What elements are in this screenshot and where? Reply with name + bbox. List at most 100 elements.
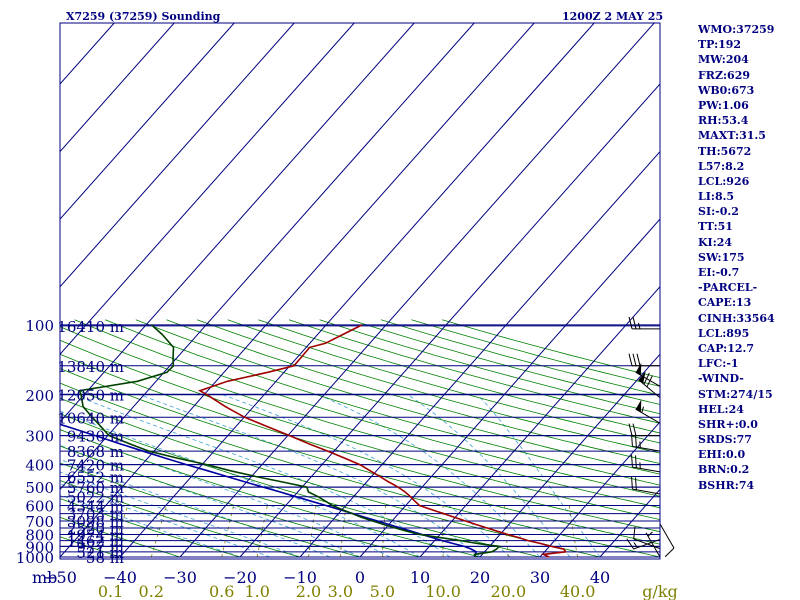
wind-barb xyxy=(631,454,661,473)
wind-barb xyxy=(633,526,661,550)
height-label: 1462 m xyxy=(67,533,124,551)
height-label: 6552 m xyxy=(67,469,124,487)
height-label: 3098 m xyxy=(67,513,124,531)
temperature-tick-label: −40 xyxy=(103,568,137,587)
isotherm-line xyxy=(60,23,415,423)
wind-barb xyxy=(631,476,661,495)
height-label: 7420 m xyxy=(67,457,124,475)
wind-barb-full xyxy=(643,372,650,385)
dry-adiabat-line xyxy=(135,319,660,475)
pressure-label: 200 xyxy=(25,387,54,405)
isotherm-line xyxy=(60,23,355,356)
sounding-index-item: CAPE:13 xyxy=(698,296,752,310)
chart-timestamp: 1200Z 2 MAY 25 xyxy=(562,10,663,23)
isotherm-line xyxy=(359,218,660,558)
isotherms xyxy=(0,23,660,558)
height-label: 4344 m xyxy=(67,498,124,516)
pressure-label: 400 xyxy=(25,457,54,475)
wind-barb-full xyxy=(632,423,637,436)
sounding-index-item: LFC:-1 xyxy=(698,357,739,371)
sounding-index-item: LI:8.5 xyxy=(698,190,735,204)
pressure-axis-title: mb xyxy=(32,568,57,587)
mixing-ratio-label: 0.1 xyxy=(98,582,123,600)
sounding-index-item: BRN:0.2 xyxy=(698,463,750,477)
wind-barb-full xyxy=(628,353,633,366)
sounding-index-item: SRDS:77 xyxy=(698,433,752,447)
wind-barb xyxy=(638,371,661,399)
isotherm-line xyxy=(479,353,660,558)
pressure-label: 100 xyxy=(25,317,54,335)
isotherm-line xyxy=(60,23,175,153)
isotherm-line xyxy=(239,83,660,558)
wind-barb-full xyxy=(628,316,633,329)
wind-barb-full xyxy=(631,454,633,468)
sounding-index-item: HEL:24 xyxy=(698,402,744,416)
wind-barb xyxy=(645,531,661,558)
wind-barb xyxy=(628,316,660,330)
isotherm-line xyxy=(419,285,660,558)
wind-barb xyxy=(628,423,660,437)
pressure-label: 700 xyxy=(25,513,54,531)
isotherm-line xyxy=(539,421,660,558)
isotherm-line xyxy=(0,23,54,557)
dry-adiabat-line xyxy=(166,319,660,464)
wind-barb-flag xyxy=(638,371,646,384)
height-label: 9430 m xyxy=(67,428,124,446)
height-label: 5022 m xyxy=(67,489,124,507)
mixing-ratio-label: 2.0 xyxy=(296,582,321,600)
wind-barb-half xyxy=(633,542,638,548)
height-label: 13840 m xyxy=(57,358,124,376)
dry-adiabat-line xyxy=(105,319,660,486)
sounding-index-item: -WIND- xyxy=(698,372,744,386)
wind-barb-staff xyxy=(659,523,675,549)
temperature-tick-label: 10 xyxy=(410,568,430,587)
wind-barb-staff xyxy=(632,466,661,473)
sounding-index-item: MW:204 xyxy=(698,53,749,67)
wind-barb-staff xyxy=(633,538,661,550)
mixing-ratio-label: 10.0 xyxy=(425,582,461,600)
mixing-ratio-label: 5.0 xyxy=(370,582,395,600)
wind-barb-full xyxy=(626,538,635,550)
wind-barb-half xyxy=(641,406,644,413)
dry-adiabat-line xyxy=(227,319,660,444)
temperature-tick-label: −30 xyxy=(163,568,197,587)
isotherm-line xyxy=(179,23,655,558)
parcel-trace-line xyxy=(60,423,478,558)
sounding-index-item: TP:192 xyxy=(698,38,742,52)
height-label: 12050 m xyxy=(57,386,124,404)
plot-frame xyxy=(59,22,661,560)
pressure-label: 800 xyxy=(25,527,54,545)
temperature-profile-line xyxy=(197,324,567,558)
sounding-index-item: LCL:895 xyxy=(698,326,750,340)
sounding-index-item: CAP:12.7 xyxy=(698,341,755,355)
isobars xyxy=(60,324,660,558)
temperature-tick-label: 20 xyxy=(470,568,490,587)
temperature-tick-label: −50 xyxy=(43,568,77,587)
wind-barb-full xyxy=(634,434,637,448)
temperature-tick-label: 40 xyxy=(590,568,610,587)
mixing-ratio-label: 0.6 xyxy=(209,582,234,600)
height-label: 5760 m xyxy=(67,479,124,497)
dry-adiabat-line xyxy=(288,319,660,424)
dry-adiabat-line xyxy=(258,319,660,434)
height-label: 16410 m xyxy=(57,318,124,336)
mixing-ratio-label: 0.2 xyxy=(139,582,164,600)
wind-barb-full xyxy=(631,433,633,447)
wind-barb-full xyxy=(634,455,637,468)
temperature-tick-label: 30 xyxy=(530,568,550,587)
moist-adiabat-line xyxy=(407,394,571,558)
sounding-index-item: TH:5672 xyxy=(698,144,752,158)
isotherm-line xyxy=(60,23,295,288)
height-label: 10640 m xyxy=(57,409,124,427)
sounding-index-item: PW:1.06 xyxy=(698,98,749,112)
wind-barb-full xyxy=(631,476,633,490)
wind-barb-flag xyxy=(635,362,642,376)
moist-adiabat-line xyxy=(60,410,421,558)
mixing-ratio-label: 40.0 xyxy=(560,582,596,600)
sounding-index-item: WB0:673 xyxy=(698,83,755,97)
temperature-axis-labels: mb−50 −40 −30 −20 −10 0 10 20 30 40 xyxy=(32,568,610,587)
pressure-label: 300 xyxy=(25,428,54,446)
